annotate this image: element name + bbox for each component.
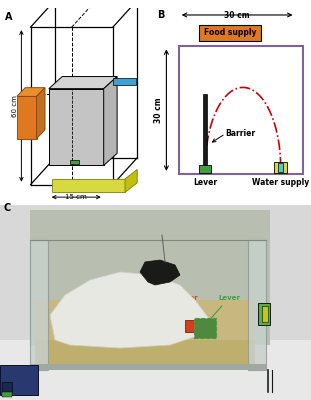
- Bar: [179, 46, 303, 174]
- Bar: [30, 240, 48, 370]
- Text: Lever: Lever: [193, 178, 217, 187]
- Polygon shape: [125, 170, 137, 192]
- Bar: [113, 78, 136, 85]
- Bar: [0, 365, 38, 395]
- Polygon shape: [17, 88, 45, 96]
- Text: 30 cm: 30 cm: [224, 11, 250, 20]
- Text: A: A: [5, 12, 12, 22]
- Polygon shape: [140, 260, 180, 285]
- Bar: [35, 340, 255, 370]
- Text: 15 cm: 15 cm: [65, 194, 87, 200]
- Bar: [49, 89, 104, 166]
- Polygon shape: [50, 272, 210, 348]
- Text: Lever: Lever: [208, 295, 240, 322]
- Text: 60 cm: 60 cm: [12, 95, 17, 117]
- Bar: [30, 364, 266, 370]
- Bar: [0, 340, 311, 400]
- Bar: [248, 240, 266, 370]
- Text: C: C: [4, 203, 11, 213]
- Bar: [17, 96, 37, 138]
- Bar: [70, 160, 79, 164]
- Bar: [35, 300, 255, 370]
- Bar: [199, 24, 261, 41]
- Text: Food supply: Food supply: [204, 28, 256, 37]
- Bar: [274, 162, 287, 173]
- Bar: [2, 382, 12, 392]
- Text: B: B: [157, 10, 165, 20]
- Polygon shape: [104, 76, 117, 166]
- Bar: [52, 179, 125, 192]
- Polygon shape: [37, 88, 45, 138]
- Text: Barrier: Barrier: [170, 295, 197, 324]
- Bar: [185, 320, 199, 332]
- Text: 30 cm: 30 cm: [155, 97, 163, 123]
- Bar: [277, 163, 283, 172]
- Bar: [199, 165, 211, 173]
- Text: Water supply: Water supply: [252, 178, 309, 187]
- Bar: [194, 318, 216, 338]
- Bar: [203, 94, 207, 168]
- Polygon shape: [49, 76, 117, 89]
- Bar: [30, 210, 270, 345]
- Bar: [258, 303, 270, 325]
- Bar: [262, 306, 268, 322]
- Text: Barrier: Barrier: [225, 129, 256, 138]
- Bar: [2, 392, 12, 397]
